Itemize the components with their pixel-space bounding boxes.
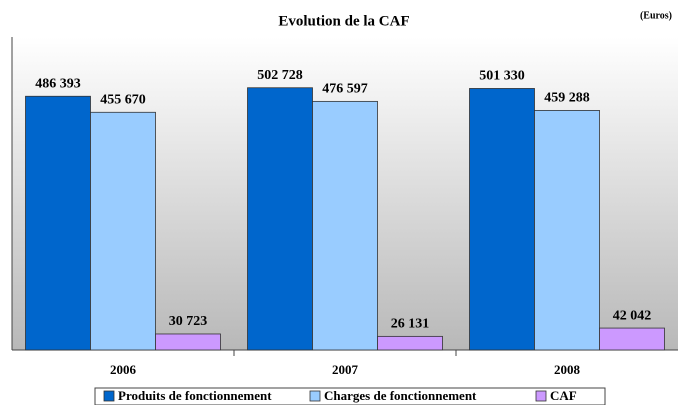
bar <box>599 327 665 351</box>
bar <box>377 335 443 351</box>
x-tick-label: 2006 <box>110 362 137 377</box>
data-label: 476 597 <box>322 82 368 97</box>
bar <box>469 88 535 351</box>
data-label: 501 330 <box>479 69 525 84</box>
chart-title: Evolution de la CAF <box>278 13 409 29</box>
data-label: 502 728 <box>257 68 303 83</box>
data-label: 42 042 <box>613 308 652 323</box>
bar <box>90 111 156 351</box>
bar <box>534 110 600 351</box>
legend-label: Produits de fonctionnement <box>118 388 272 403</box>
legend-label: Charges de fonctionnement <box>324 388 477 403</box>
bar <box>312 100 378 351</box>
x-tick-label: 2008 <box>554 362 581 377</box>
legend-swatch <box>535 390 547 402</box>
bar <box>247 87 313 351</box>
legend-label: CAF <box>550 388 577 403</box>
data-label: 30 723 <box>169 314 208 329</box>
data-label: 455 670 <box>100 93 146 108</box>
data-label: 459 288 <box>544 91 590 106</box>
x-tick-label: 2007 <box>332 362 359 377</box>
legend-swatch <box>309 390 321 402</box>
bar <box>155 333 221 351</box>
chart-subtitle: (Euros) <box>640 10 672 21</box>
legend-swatch <box>103 390 115 402</box>
data-label: 486 393 <box>35 76 81 91</box>
bar <box>25 95 91 351</box>
data-label: 26 131 <box>391 317 430 332</box>
